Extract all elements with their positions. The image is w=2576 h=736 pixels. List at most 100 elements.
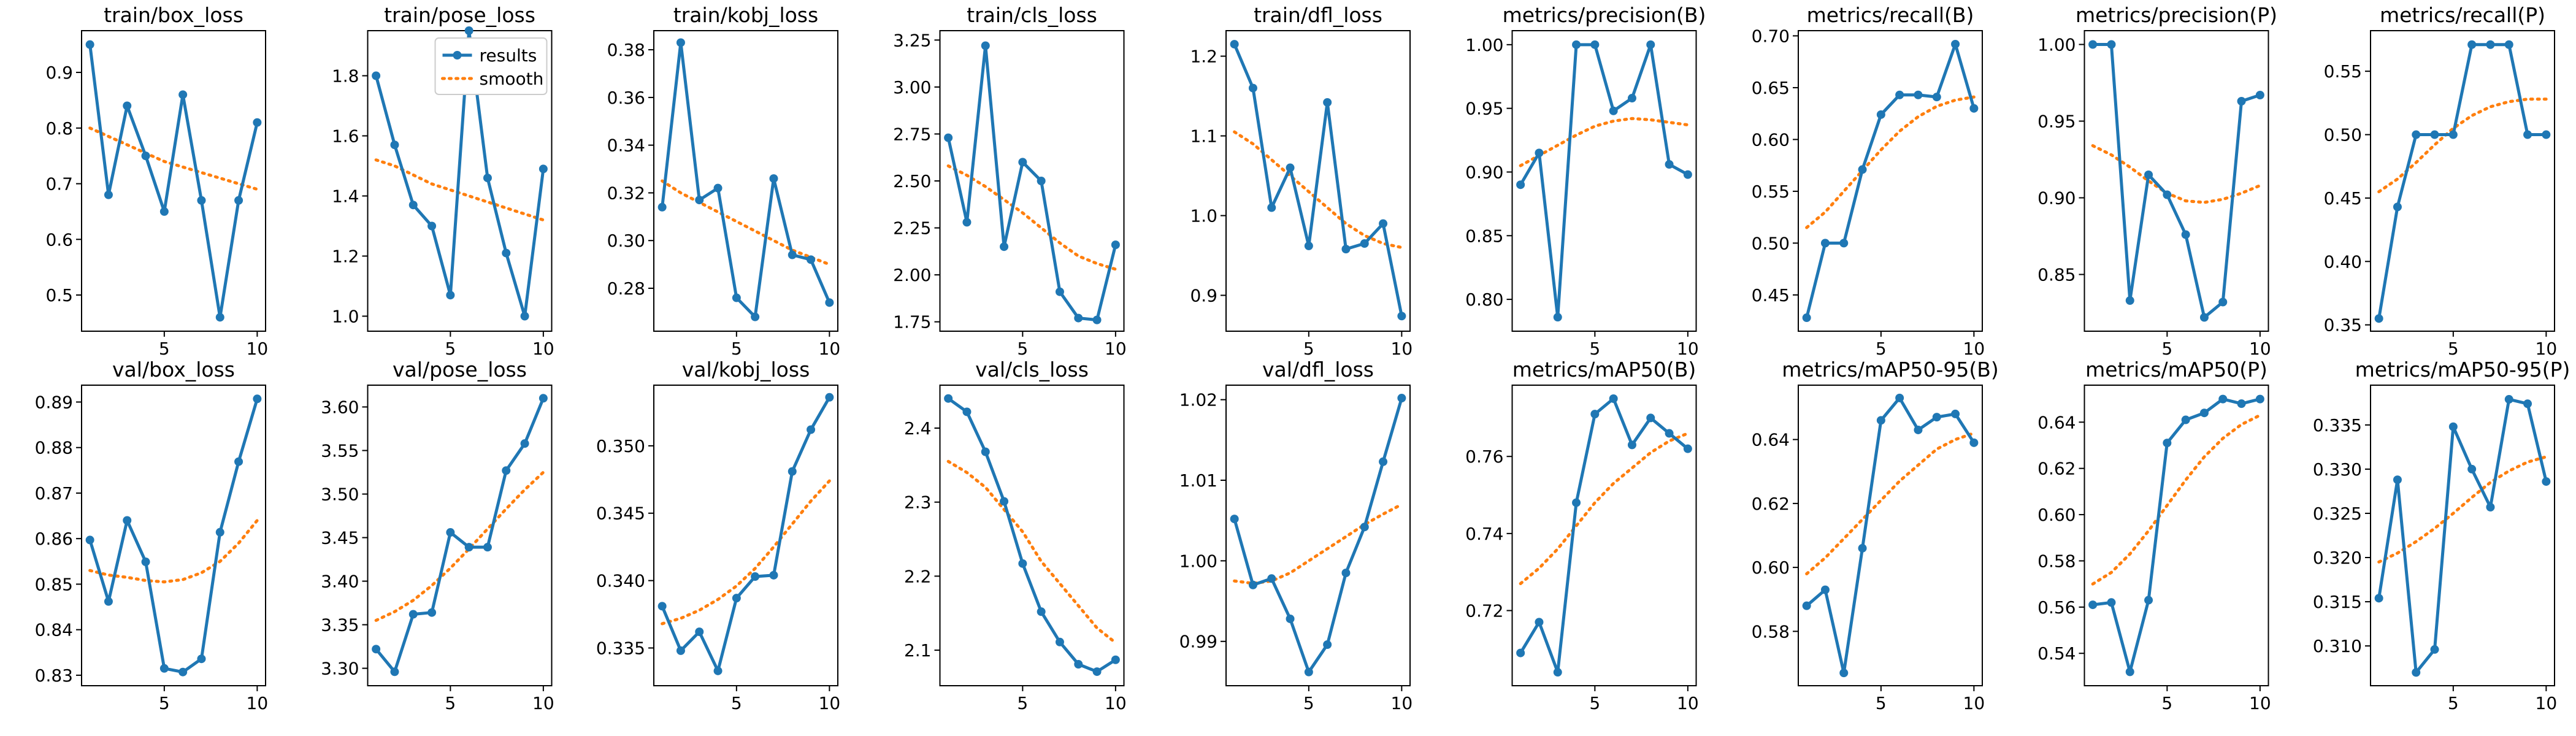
- results-point: [1858, 165, 1867, 174]
- x-tick-label: 5: [731, 339, 742, 359]
- y-tick-label: 0.85: [35, 574, 73, 594]
- axes-frame: [939, 30, 1125, 332]
- y-tick-label: 0.76: [1465, 447, 1503, 467]
- results-point: [2237, 399, 2246, 408]
- chart-panel-5: train/dfl_loss 5 10 0.9 1.0 1.1 1.2: [1190, 3, 1413, 359]
- x-tick-label: 10: [1391, 693, 1413, 713]
- results-point: [1553, 313, 1562, 322]
- y-tick-label: 0.35: [2324, 315, 2362, 335]
- results-point: [1286, 614, 1295, 623]
- results-point: [197, 196, 206, 205]
- y-tick-label: 2.4: [904, 418, 932, 439]
- results-series-line: [1519, 43, 1689, 319]
- x-tick-label: 5: [1017, 339, 1028, 359]
- panel-title: metrics/mAP50-95(B): [1782, 358, 1998, 381]
- x-tick-label: 10: [247, 339, 269, 359]
- y-tick-label: 3.30: [321, 659, 359, 679]
- y-tick-label: 3.45: [321, 528, 359, 548]
- results-point: [104, 597, 113, 606]
- y-tick-label: 0.72: [1465, 601, 1503, 621]
- chart-panel-6: metrics/precision(B) 5 10 0.80 0.85 0.90 0.95 1…: [1465, 3, 1706, 359]
- smooth-series-line: [661, 479, 831, 626]
- smooth-series-line: [88, 519, 259, 584]
- panel-title: train/cls_loss: [967, 3, 1097, 27]
- results-point: [141, 558, 150, 567]
- y-tick-label: 0.60: [2037, 505, 2076, 525]
- results-series-line: [88, 398, 259, 674]
- y-tick-label: 0.60: [1752, 129, 1790, 150]
- results-point: [1969, 104, 1979, 113]
- x-tick-label: 10: [1105, 339, 1127, 359]
- results-point: [104, 190, 113, 199]
- results-point: [962, 218, 972, 227]
- results-point: [1951, 39, 1960, 48]
- results-point: [1267, 574, 1276, 583]
- y-tick-label: 3.35: [321, 615, 359, 635]
- results-point: [159, 664, 169, 673]
- x-tick-label: 10: [2536, 693, 2558, 713]
- y-tick-label: 0.88: [35, 438, 73, 458]
- results-point: [1895, 90, 1904, 99]
- x-tick-label: 10: [2249, 693, 2271, 713]
- x-tick-label: 10: [2249, 339, 2271, 359]
- results-point: [1323, 640, 1332, 650]
- axes-frame: [2083, 30, 2269, 332]
- results-point: [1341, 569, 1351, 578]
- results-point: [2393, 202, 2402, 212]
- results-point: [676, 646, 685, 655]
- x-tick-label: 10: [532, 693, 554, 713]
- results-point: [751, 572, 760, 581]
- results-series-line: [1806, 396, 1976, 675]
- x-tick-label: 5: [1589, 339, 1600, 359]
- chart-panel-14: val/dfl_loss 5 10 0.99 1.00 1.01 1.02: [1179, 358, 1413, 713]
- x-tick-label: 5: [1303, 339, 1314, 359]
- results-point: [520, 439, 529, 448]
- results-point: [2504, 40, 2513, 49]
- results-point: [2374, 594, 2383, 603]
- y-tick-label: 0.325: [2313, 504, 2362, 524]
- results-point: [234, 196, 243, 205]
- chart-panel-11: val/pose_loss 5 10 3.30 3.35 3.40 3.45 3.50 3.55…: [321, 358, 554, 713]
- results-point: [1397, 394, 1406, 403]
- y-tick-label: 0.58: [1752, 621, 1790, 642]
- y-tick-label: 1.2: [332, 247, 359, 267]
- results-point: [1914, 425, 1923, 434]
- x-tick-label: 10: [1391, 339, 1413, 359]
- smooth-series-line: [1233, 502, 1403, 585]
- results-point: [372, 645, 381, 654]
- results-point: [981, 447, 990, 456]
- results-point: [1820, 239, 1830, 248]
- results-point: [2542, 477, 2551, 486]
- smooth-series-line: [1519, 432, 1690, 586]
- y-tick-label: 2.25: [893, 218, 931, 239]
- y-tick-label: 2.2: [904, 566, 932, 586]
- results-point: [1895, 393, 1904, 402]
- y-tick-label: 1.75: [893, 312, 931, 332]
- chart-panel-8: metrics/precision(P) 5 10 0.85 0.90 0.95 1.00: [2037, 3, 2277, 359]
- legend: results smooth: [434, 37, 548, 95]
- results-point: [1000, 242, 1009, 251]
- results-point: [981, 41, 990, 50]
- axes-frame: [2370, 30, 2555, 332]
- results-point: [1951, 409, 1960, 418]
- results-point: [713, 666, 723, 675]
- y-tick-label: 0.87: [35, 483, 73, 504]
- y-tick-label: 0.99: [1179, 632, 1217, 652]
- results-point: [85, 40, 94, 49]
- panel-title: metrics/recall(B): [1807, 3, 1974, 27]
- panel-title: train/pose_loss: [384, 3, 535, 27]
- results-point: [1230, 515, 1239, 524]
- results-point: [1092, 315, 1102, 324]
- results-point: [1341, 245, 1351, 254]
- x-tick-label: 10: [1963, 339, 1985, 359]
- results-point: [408, 610, 418, 619]
- results-point: [1018, 559, 1027, 568]
- results-series-line: [2377, 397, 2548, 674]
- axes-frame: [367, 30, 553, 332]
- x-tick-label: 5: [445, 693, 456, 713]
- results-point: [1379, 457, 1388, 466]
- legend-results-label: results: [480, 45, 537, 66]
- smooth-series-line: [88, 126, 259, 191]
- results-point: [769, 570, 778, 580]
